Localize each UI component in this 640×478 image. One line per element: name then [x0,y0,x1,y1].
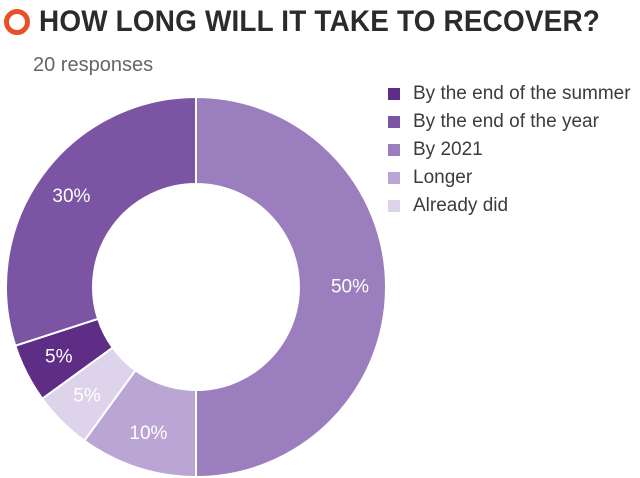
legend-label: Already did [413,195,509,216]
slice-value-label-longer: 10% [129,423,167,444]
legend-label: By the end of the summer [413,83,631,104]
legend-swatch [388,200,400,212]
title-row: HOW LONG WILL IT TAKE TO RECOVER? [4,2,640,42]
legend: By the end of the summer By the end of th… [388,80,631,220]
legend-label: By 2021 [413,139,483,160]
legend-item-by-the-end-of-the-summer: By the end of the summer [388,80,631,108]
legend-swatch [388,172,400,184]
legend-item-by-2021: By 2021 [388,136,631,164]
legend-swatch [388,116,400,128]
legend-label: Longer [413,167,473,188]
donut-slice-by-the-end-of-the-year [5,95,197,347]
legend-swatch [388,144,400,156]
slice-value-label-already-did: 5% [73,385,101,406]
donut-slice-by-2021 [195,95,387,478]
legend-item-by-the-end-of-the-year: By the end of the year [388,108,631,136]
slice-value-label-by-the-end-of-the-year: 30% [52,186,90,207]
legend-item-already-did: Already did [388,192,631,220]
slice-value-label-by-2021: 50% [331,277,369,298]
legend-swatch [388,88,400,100]
slice-value-label-by-the-end-of-the-summer: 5% [45,346,73,367]
legend-label: By the end of the year [413,111,599,132]
chart-title: HOW LONG WILL IT TAKE TO RECOVER? [39,5,601,38]
circle-bullet-icon [4,9,30,35]
legend-item-longer: Longer [388,164,631,192]
response-count: 20 responses [33,54,154,76]
